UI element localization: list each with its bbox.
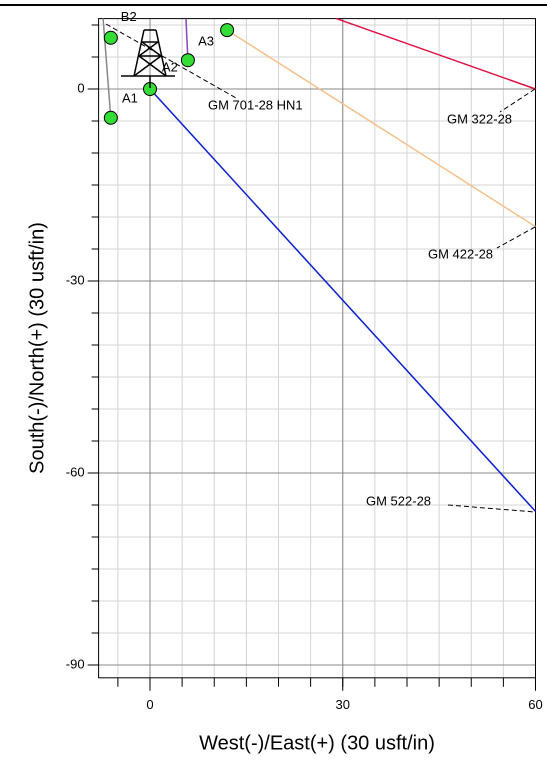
well-path bbox=[226, 29, 536, 228]
marks bbox=[102, 17, 537, 512]
target-label: B2 bbox=[121, 9, 137, 24]
well-label: GM 322-28 bbox=[447, 111, 512, 126]
y-tick-label: -90 bbox=[66, 656, 85, 671]
grid: 0 30 60 -90 -60 -30 0 bbox=[66, 18, 543, 712]
labels: GM 701-28 HN1 GM 322-28 GM 422-28 GM 522-28… bbox=[121, 9, 512, 508]
x-tick-label: 0 bbox=[146, 697, 153, 712]
well-label: GM 522-28 bbox=[366, 493, 431, 508]
target-marker bbox=[180, 53, 195, 68]
x-tick-label: 30 bbox=[336, 697, 350, 712]
well-label: GM 422-28 bbox=[428, 246, 493, 261]
y-tick-label: 0 bbox=[77, 80, 84, 95]
target-marker bbox=[103, 110, 118, 125]
x-axis-label: West(-)/East(+) (30 usft/in) bbox=[199, 732, 435, 754]
y-tick-label: -30 bbox=[66, 272, 85, 287]
leader-lines bbox=[105, 23, 536, 513]
y-axis-label: South(-)/North(+) (30 usft/in) bbox=[26, 222, 48, 474]
well-path bbox=[149, 88, 537, 512]
target-label: A3 bbox=[198, 34, 214, 49]
target-label: A1 bbox=[122, 90, 138, 105]
target-marker bbox=[220, 23, 235, 38]
target-marker bbox=[103, 30, 118, 45]
y-tick-label: -60 bbox=[66, 464, 85, 479]
well-path bbox=[336, 17, 536, 90]
target-label: A2 bbox=[162, 60, 178, 75]
plot-frame bbox=[98, 18, 536, 679]
x-tick-label: 60 bbox=[528, 697, 542, 712]
well-label: GM 701-28 HN1 bbox=[208, 97, 303, 112]
